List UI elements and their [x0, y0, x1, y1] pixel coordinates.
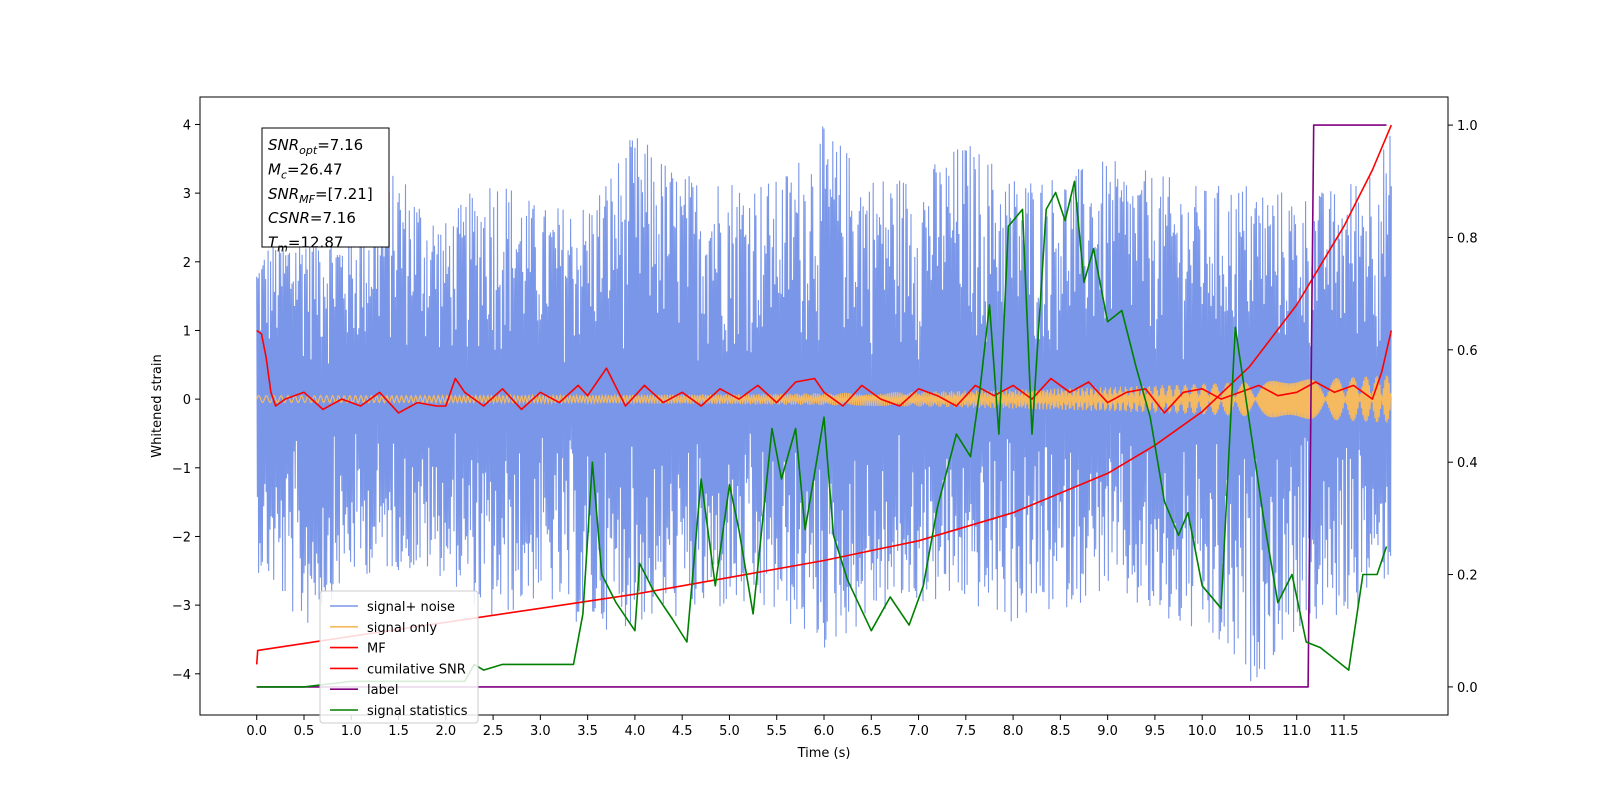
y-tick-label: −2: [172, 530, 191, 545]
y-tick-label: 1: [183, 324, 191, 339]
y-tick-label: 0: [183, 393, 191, 408]
x-tick-label: 6.5: [861, 724, 882, 739]
series-line-mf: [256, 329, 1393, 414]
annotation-line: Mc=26.47: [268, 160, 343, 181]
y-tick-label: 4: [183, 118, 191, 133]
series-line-signal-statistics: [256, 180, 1388, 688]
legend-label: signal+ noise: [367, 600, 455, 615]
annotation-frame: [261, 127, 390, 248]
legend: signal+ noise signal only MF cumilative SNR…: [319, 590, 479, 724]
legend-label: cumilative SNR: [367, 662, 466, 677]
x-tick-label: 9.0: [1097, 724, 1118, 739]
x-tick-label: 5.5: [766, 724, 787, 739]
y-right-tick-label: 0.2: [1457, 569, 1478, 584]
x-tick-label: 10.5: [1235, 724, 1264, 739]
y-tick-label: −4: [172, 668, 191, 683]
annotation-line: CSNR=7.16: [268, 209, 356, 227]
y-right-tick-label: 0.6: [1457, 344, 1478, 359]
legend-frame: [319, 590, 479, 724]
legend-label: MF: [367, 642, 386, 657]
y-right-tick-label: 0.8: [1457, 231, 1478, 246]
x-tick-label: 8.5: [1050, 724, 1071, 739]
axis-ticks: 0.0 0.5 1.0 1.5 2.0 2.5 3.0 3.5 4.0 4.5 5.0 5.5 6.0 6…: [172, 118, 1478, 739]
x-tick-label: 1.0: [341, 724, 362, 739]
y-tick-label: −3: [172, 599, 191, 614]
y-right-tick-label: 0.0: [1457, 681, 1478, 696]
x-tick-label: 7.5: [955, 724, 976, 739]
x-tick-label: 2.5: [483, 724, 504, 739]
series-line-label: [256, 124, 1387, 688]
legend-label: signal statistics: [367, 704, 468, 719]
x-tick-label: 10.0: [1188, 724, 1217, 739]
series-line-signal-only: [256, 375, 1392, 423]
annotation-line: Tm=12.87: [268, 234, 343, 255]
x-tick-label: 4.0: [625, 724, 646, 739]
x-axis-label: Time (s): [797, 746, 851, 761]
x-tick-label: 0.5: [294, 724, 315, 739]
x-tick-label: 3.0: [530, 724, 551, 739]
annotation-line: SNRopt=7.16: [268, 136, 363, 157]
x-tick-label: 7.0: [908, 724, 929, 739]
x-tick-label: 6.0: [814, 724, 835, 739]
x-tick-label: 4.5: [672, 724, 693, 739]
series-line-signal-noise: [256, 126, 1392, 682]
x-tick-label: 1.5: [388, 724, 409, 739]
x-tick-label: 8.0: [1003, 724, 1024, 739]
x-tick-label: 0.0: [246, 724, 267, 739]
y-axis-label: Whitened strain: [150, 354, 165, 457]
x-tick-label: 3.5: [577, 724, 598, 739]
y-right-tick-label: 0.4: [1457, 456, 1478, 471]
x-tick-label: 11.5: [1330, 724, 1359, 739]
y-right-tick-label: 1.0: [1457, 119, 1478, 134]
y-tick-label: 2: [183, 256, 191, 271]
x-tick-label: 9.5: [1145, 724, 1166, 739]
stats-annotation: SNRopt=7.16 Mc=26.47 SNRMF=[7.21] CSNR=7.16…: [261, 127, 390, 255]
legend-label: signal only: [367, 621, 437, 636]
y-tick-label: −1: [172, 462, 191, 477]
x-tick-label: 11.0: [1282, 724, 1311, 739]
x-tick-label: 2.0: [435, 724, 456, 739]
annotation-line: SNRMF=[7.21]: [268, 185, 373, 206]
x-tick-label: 5.0: [719, 724, 740, 739]
y-tick-label: 3: [183, 187, 191, 202]
legend-label: label: [367, 683, 398, 698]
